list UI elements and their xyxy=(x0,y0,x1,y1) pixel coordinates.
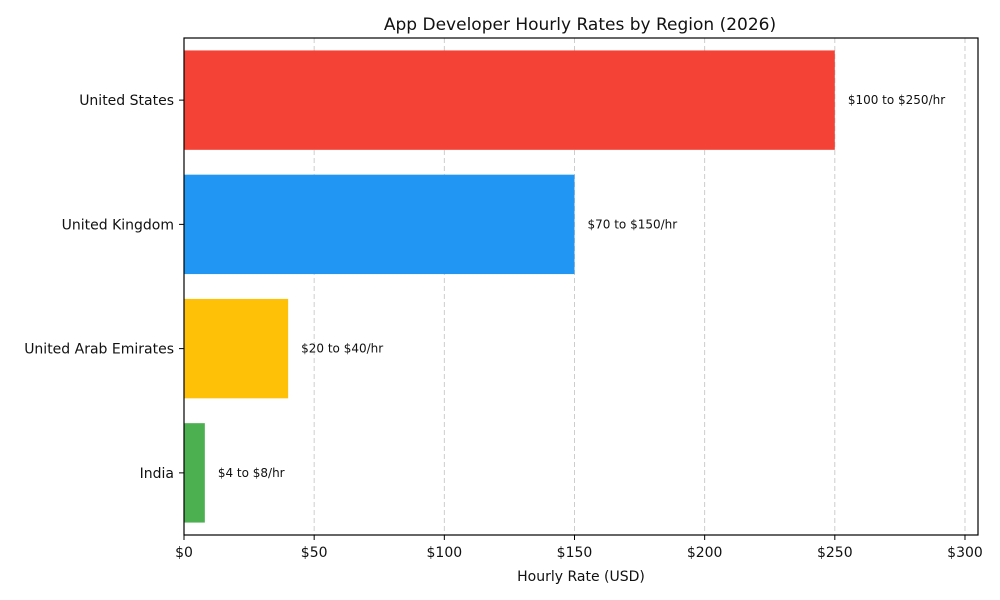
data-label: $20 to $40/hr xyxy=(301,342,383,356)
bar xyxy=(184,174,575,275)
y-tick-label: United States xyxy=(79,93,174,109)
plot-frame xyxy=(183,37,979,536)
y-tick-label: United Arab Emirates xyxy=(24,342,174,358)
x-tick-label: $250 xyxy=(817,545,853,561)
x-axis-label: Hourly Rate (USD) xyxy=(517,569,645,585)
data-label: $4 to $8/hr xyxy=(218,466,285,480)
bar xyxy=(184,50,835,150)
bars: $100 to $250/hr $70 to $150/hr $20 to $40/… xyxy=(184,50,945,523)
bar xyxy=(184,423,205,523)
chart-title: App Developer Hourly Rates by Region (20… xyxy=(384,15,776,35)
x-axis: $0 $50 $100 $150 $200 $250 $300 xyxy=(175,535,983,561)
x-tick-label: $100 xyxy=(427,545,463,561)
data-label: $70 to $150/hr xyxy=(587,217,677,231)
x-tick-label: $50 xyxy=(301,545,328,561)
y-tick-label: India xyxy=(140,466,174,482)
x-tick-label: $150 xyxy=(557,545,593,561)
x-tick-label: $300 xyxy=(947,545,983,561)
x-tick-label: $0 xyxy=(175,545,193,561)
bar xyxy=(184,298,289,399)
data-label: $100 to $250/hr xyxy=(848,93,945,107)
y-axis: United States United Kingdom United Arab E… xyxy=(24,93,184,482)
y-tick-label: United Kingdom xyxy=(62,217,174,233)
x-tick-label: $200 xyxy=(687,545,723,561)
